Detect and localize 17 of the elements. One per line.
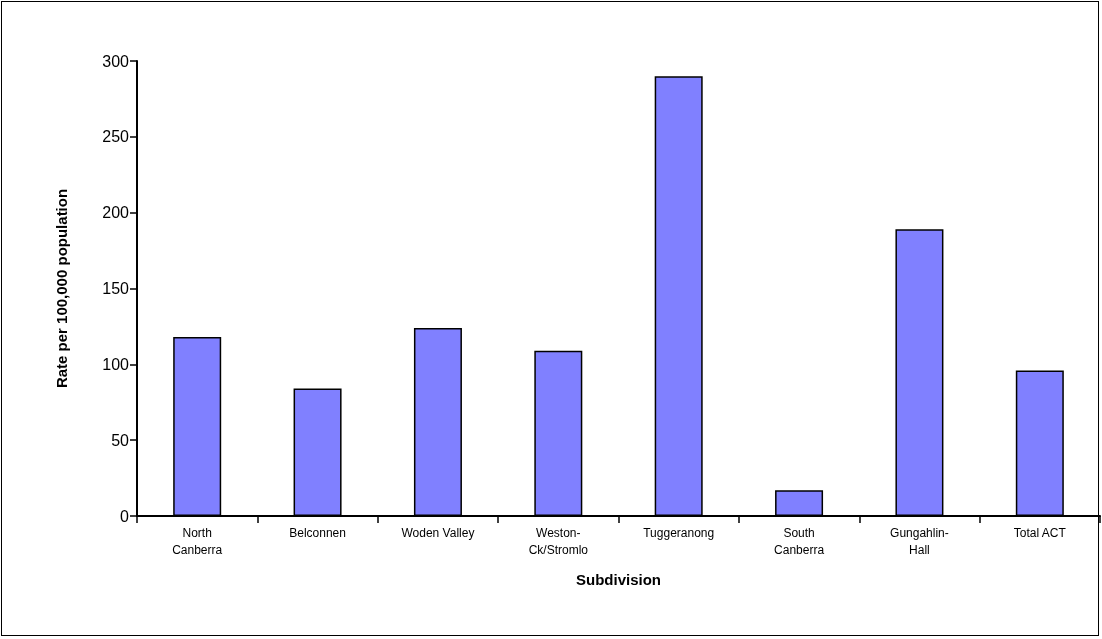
- y-tick-label: 100: [102, 355, 130, 373]
- y-tick-label: 200: [102, 204, 130, 222]
- x-tick-label: North Canberra: [172, 525, 223, 557]
- x-tick-label: Tuggeranong: [643, 525, 715, 540]
- x-axis-title: Subdivision: [575, 571, 662, 588]
- x-tick-label: Woden Valley: [401, 525, 475, 540]
- y-tick-label: 150: [102, 280, 130, 297]
- y-tick-label: 0: [120, 507, 130, 525]
- x-tick-label: Total ACT: [1013, 525, 1067, 540]
- x-tick-label: Belconnen: [289, 525, 346, 540]
- x-tick-label: Weston- Ck/Stromlo: [528, 525, 589, 557]
- y-tick-label: 250: [102, 128, 130, 146]
- y-axis-title: Rate per 100,000 population: [53, 188, 70, 389]
- x-tick-label: South Canberra: [774, 525, 825, 557]
- x-tick-label: Gungahlin- Hall: [890, 525, 949, 557]
- y-tick-label: 300: [102, 52, 130, 70]
- y-tick-label: 50: [111, 431, 130, 449]
